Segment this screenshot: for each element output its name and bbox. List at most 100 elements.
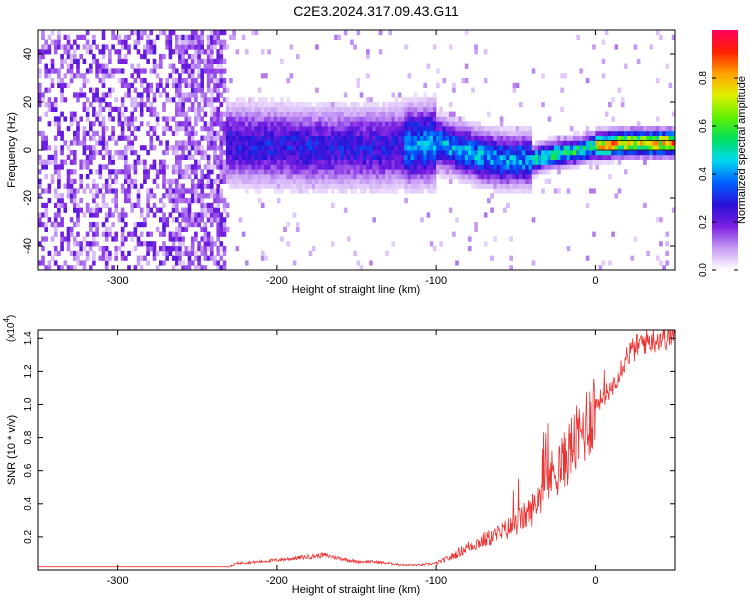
spectrogram-cell bbox=[292, 164, 297, 170]
spectrogram-cell bbox=[643, 145, 647, 151]
spectrogram-cell bbox=[47, 106, 52, 112]
spectrogram-cell bbox=[620, 150, 625, 156]
spectrogram-cell bbox=[276, 150, 281, 156]
spectrogram-cell bbox=[245, 159, 249, 165]
spectrogram-cell bbox=[518, 188, 523, 194]
spectrogram-cell bbox=[139, 106, 144, 112]
snr-multiplier-base: (x10 bbox=[6, 322, 17, 342]
spectrogram-cell bbox=[76, 140, 80, 146]
spectrogram-cell bbox=[206, 241, 211, 247]
spectrogram-cell bbox=[130, 207, 134, 213]
spectrogram-cell bbox=[557, 150, 561, 156]
spectrogram-cell bbox=[216, 174, 220, 180]
spectrogram-cell bbox=[187, 39, 192, 45]
spectrogram-cell bbox=[649, 130, 654, 136]
spectrogram-cell bbox=[260, 164, 265, 170]
spectrogram-cell bbox=[69, 169, 74, 175]
spectrogram-cell bbox=[175, 246, 179, 252]
spectrogram-cell bbox=[302, 164, 306, 170]
spectrogram-cell bbox=[432, 246, 437, 252]
spectrogram-cell bbox=[162, 126, 166, 132]
spectrogram-cell bbox=[452, 154, 456, 160]
spectrogram-cell bbox=[340, 183, 345, 189]
spectrogram-cell bbox=[139, 241, 144, 247]
spectrogram-cell bbox=[340, 178, 345, 184]
spectrogram-cell bbox=[385, 121, 389, 127]
spectrogram-cell bbox=[216, 226, 220, 232]
spectrogram-cell bbox=[117, 212, 122, 218]
spectrogram-cell bbox=[350, 174, 354, 180]
spectrogram-cell bbox=[528, 154, 533, 160]
spectrogram-cell bbox=[499, 159, 504, 165]
spectrogram-cell bbox=[391, 116, 396, 122]
spectrogram-cell bbox=[321, 145, 326, 151]
spectrogram-cell bbox=[382, 106, 386, 112]
spectrogram-cell bbox=[318, 178, 322, 184]
spectrogram-cell bbox=[76, 212, 80, 218]
spectrogram-cell bbox=[544, 164, 548, 170]
spectrogram-cell bbox=[362, 174, 367, 180]
spectrogram-cell bbox=[194, 183, 198, 189]
spectrogram-cell bbox=[334, 178, 338, 184]
spectrogram-cell bbox=[270, 140, 275, 146]
spectrogram-cell bbox=[89, 135, 93, 141]
spectrogram-cell bbox=[512, 154, 517, 160]
spectrogram-cell bbox=[308, 145, 313, 151]
spectrogram-cell bbox=[114, 188, 118, 194]
spectrogram-cell bbox=[248, 121, 252, 127]
spectrogram-cell bbox=[550, 159, 555, 165]
spectrogram-cell bbox=[477, 183, 482, 189]
spectrogram-cell bbox=[127, 145, 131, 151]
spectrogram-cell bbox=[496, 159, 501, 165]
spectrogram-cell bbox=[432, 97, 437, 103]
spectrogram-cell bbox=[127, 164, 131, 170]
spectrogram-cell bbox=[190, 236, 195, 242]
spectrogram-cell bbox=[324, 116, 329, 122]
spectrogram-cell bbox=[245, 154, 249, 160]
spectrogram-cell bbox=[248, 140, 252, 146]
spectrogram-cell bbox=[554, 145, 558, 151]
spectrogram-cell bbox=[643, 126, 647, 132]
snr-background bbox=[38, 330, 675, 570]
spectrogram-cell bbox=[388, 140, 392, 146]
spectrogram-cell bbox=[413, 188, 418, 194]
spectrogram-cell bbox=[362, 130, 367, 136]
spectrogram-x-axis: -300 -200 -100 0 bbox=[107, 30, 598, 287]
spectrogram-cell bbox=[73, 92, 77, 98]
spectrogram-cell bbox=[350, 145, 354, 151]
spectrogram-cell bbox=[401, 169, 405, 175]
spectrogram-cell bbox=[315, 164, 319, 170]
spectrogram-cell bbox=[165, 44, 169, 50]
spectrogram-cell bbox=[101, 44, 106, 50]
spectrogram-cell bbox=[506, 202, 510, 208]
spectrogram-cell bbox=[445, 145, 450, 151]
spectrogram-cell bbox=[315, 150, 319, 156]
spectrogram-cell bbox=[267, 111, 271, 117]
spectrogram-cell bbox=[149, 193, 154, 199]
spectrogram-cell bbox=[79, 159, 83, 165]
spectrogram-cell bbox=[417, 130, 421, 136]
spectrogram-cell bbox=[305, 135, 310, 141]
spectrogram-cell bbox=[108, 54, 112, 60]
spectrogram-cell bbox=[232, 126, 236, 132]
spectrogram-cell bbox=[292, 159, 297, 165]
spectrogram-cell bbox=[222, 130, 227, 136]
spectrogram-cell bbox=[372, 145, 376, 151]
spectrogram-cell bbox=[388, 126, 392, 132]
spectrogram-cell bbox=[356, 150, 361, 156]
reference-lines bbox=[595, 139, 675, 151]
spectrogram-cell bbox=[375, 159, 380, 165]
spectrogram-cell bbox=[69, 54, 74, 60]
spectrogram-cell bbox=[194, 164, 198, 170]
y-tick-label: -40 bbox=[22, 238, 34, 254]
spectrogram-cell bbox=[213, 106, 217, 112]
spectrogram-cell bbox=[359, 140, 364, 146]
spectrogram-cell bbox=[146, 212, 150, 218]
spectrogram-cell bbox=[162, 246, 166, 252]
spectrogram-cell bbox=[452, 159, 456, 165]
spectrogram-cell bbox=[646, 145, 650, 151]
spectrogram-cell bbox=[184, 212, 189, 218]
spectrogram-cell bbox=[292, 169, 297, 175]
spectrogram-cell bbox=[190, 140, 195, 146]
spectrogram-cell bbox=[512, 145, 517, 151]
